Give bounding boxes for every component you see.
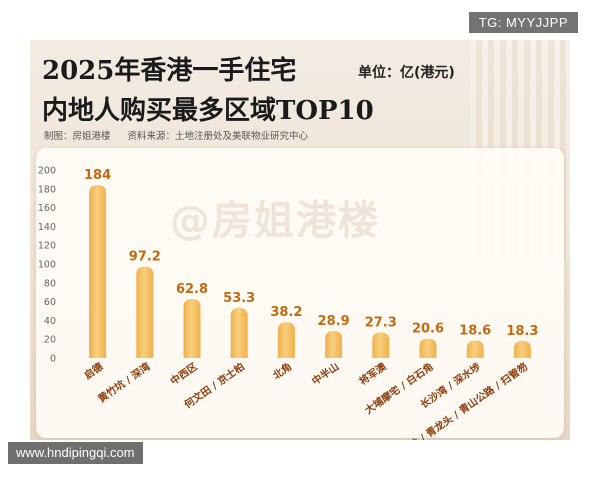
value-label: 62.8 <box>176 282 208 297</box>
y-tick-label: 100 <box>38 260 56 271</box>
chart-title-line2: 内地人购买最多区域TOP10 <box>42 96 374 126</box>
value-label: 18.6 <box>459 324 491 339</box>
y-tick-label: 40 <box>44 316 56 327</box>
y-axis: 0 20 40 60 80 100 120 140 160 180 200 <box>38 166 56 365</box>
bar <box>230 307 248 358</box>
category-label: 将军澳 <box>356 359 389 387</box>
tg-overlay-label: TG: MYYJJPP <box>468 12 578 33</box>
y-tick-label: 140 <box>38 222 56 233</box>
watermark-text: @房姐港楼 <box>170 198 380 244</box>
category-label: 北角 <box>270 360 294 382</box>
bar <box>325 330 343 358</box>
maker-credit: 制图：房姐港楼 <box>44 131 111 142</box>
chart-card: 2025年香港一手住宅 单位：亿(港元) 内地人购买最多区域TOP10 制图：房… <box>30 40 570 440</box>
bar <box>136 266 154 358</box>
unit-label: 单位：亿(港元) <box>358 65 455 81</box>
bar <box>183 298 201 358</box>
credits-line: 制图：房姐港楼 资料来源：土地注册处及美联物业研究中心 <box>44 128 322 142</box>
value-label: 20.6 <box>412 322 444 337</box>
y-tick-label: 80 <box>44 278 56 289</box>
value-label: 38.2 <box>270 305 302 320</box>
y-tick-label: 0 <box>50 354 56 365</box>
bar-chart: 0 20 40 60 80 100 120 140 160 180 200 184 97.2 62.8 5… <box>38 166 539 441</box>
bar <box>372 332 390 358</box>
url-overlay-label: www.hndipingqi.com <box>8 442 143 464</box>
y-tick-label: 160 <box>38 203 56 214</box>
value-label: 97.2 <box>129 250 161 265</box>
bar <box>419 338 437 358</box>
value-label: 28.9 <box>318 314 350 329</box>
plot-panel <box>36 148 564 438</box>
source-credit: 资料来源：土地注册处及美联物业研究中心 <box>127 131 309 142</box>
y-tick-label: 180 <box>38 184 56 195</box>
category-label: 启德 <box>81 360 105 382</box>
bar <box>277 322 295 358</box>
bar <box>89 185 107 358</box>
category-label: 中西区 <box>168 360 200 388</box>
y-tick-label: 200 <box>38 166 56 177</box>
bar <box>513 340 531 358</box>
chart-title-line1: 2025年香港一手住宅 <box>42 56 297 86</box>
bar <box>466 340 484 358</box>
value-label: 184 <box>84 168 111 183</box>
value-labels-group: 184 97.2 62.8 53.3 38.2 28.9 27.3 20.6 18.6 18.3 <box>84 168 538 339</box>
category-label: 黄竹坑 / 深湾 <box>95 360 152 405</box>
category-label: 启德深井 / 青龙头 / 青山公路 / 扫管笏 <box>382 360 530 440</box>
category-label: 中半山 <box>309 360 341 388</box>
y-tick-label: 20 <box>44 335 56 346</box>
value-label: 18.3 <box>506 324 538 339</box>
value-label: 53.3 <box>223 291 255 306</box>
value-label: 27.3 <box>365 315 397 330</box>
y-tick-label: 120 <box>38 241 56 252</box>
bars-group <box>89 185 531 358</box>
y-tick-label: 60 <box>44 297 56 308</box>
